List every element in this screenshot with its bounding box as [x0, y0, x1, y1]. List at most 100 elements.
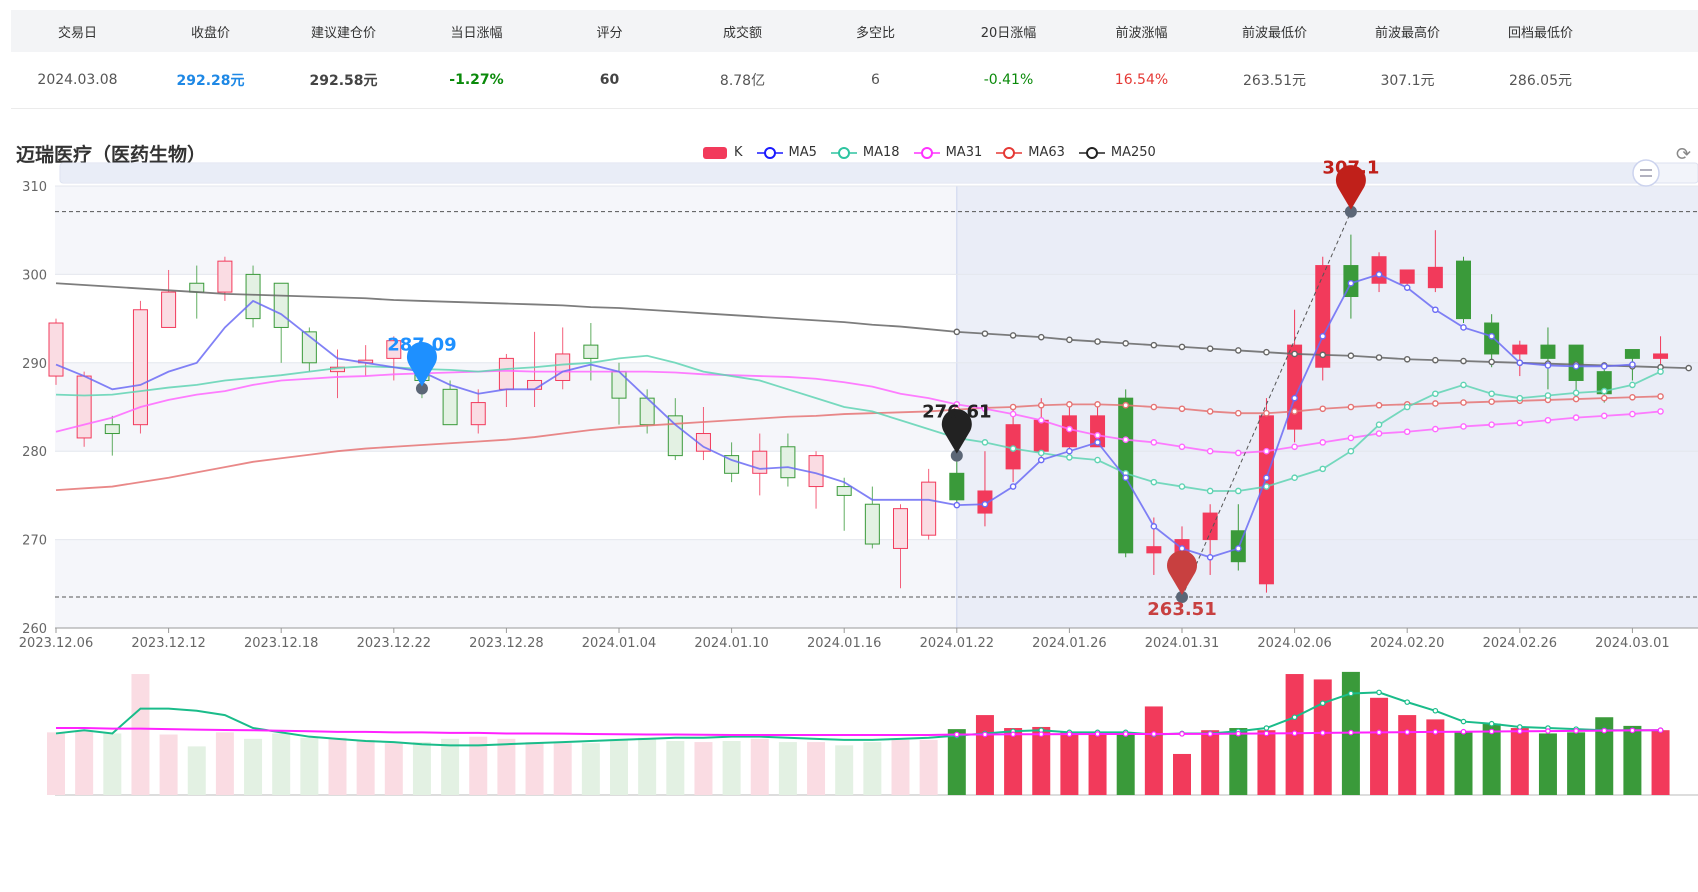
ma18-point	[1432, 390, 1439, 398]
ma5-point	[1291, 394, 1298, 402]
candle-body	[442, 388, 458, 426]
ma63-point	[1488, 398, 1495, 405]
ma63-point	[1009, 403, 1017, 411]
volume-bar	[300, 737, 319, 795]
ma5-point	[1122, 474, 1129, 482]
summary-value-6: 6	[871, 72, 880, 88]
ma18-point	[1600, 387, 1608, 395]
legend-item-ma5[interactable]: MA5	[756, 145, 817, 160]
ma63-point	[1066, 401, 1073, 408]
ma250-point	[1685, 364, 1692, 372]
volume-bar	[187, 746, 206, 795]
x-tick-label: 2024.01.04	[582, 636, 656, 651]
volume-ma-b-point	[1657, 727, 1664, 734]
ma63-point	[1263, 409, 1270, 417]
ma18-point	[1516, 394, 1524, 402]
volume-bar	[1173, 753, 1191, 795]
x-tick-label: 2023.12.28	[469, 636, 543, 651]
candle-body	[189, 282, 205, 293]
ma63-point	[1572, 395, 1580, 403]
ma63-point	[1347, 403, 1355, 411]
ma250-point	[1488, 358, 1495, 366]
ma31-point	[1066, 425, 1073, 433]
volume-ma-a-point	[1488, 720, 1495, 727]
ma31-point	[1572, 414, 1580, 421]
legend-item-ma18[interactable]: MA18	[830, 145, 900, 160]
volume-ma-b-point	[1263, 730, 1270, 737]
ma5-point	[1600, 363, 1608, 370]
ma18-point	[1460, 381, 1467, 389]
volume-bar	[1116, 732, 1135, 795]
candle-body	[1456, 260, 1471, 320]
volume-bar	[159, 734, 178, 795]
ma5-point	[1347, 279, 1355, 287]
highlight-region	[956, 186, 1698, 628]
summary-header-8: 前波涨幅	[1115, 25, 1168, 41]
summary-table: 交易日 收盘价 建议建仓价 当日涨幅 评分 成交额 多空比 20日涨幅 前波涨幅 前波最低价 前波最…	[11, 10, 1698, 109]
ma63-point	[1235, 409, 1242, 417]
ma31-point	[1347, 434, 1355, 442]
ma250-point	[1178, 343, 1186, 351]
ma5-point	[1460, 324, 1467, 331]
ma31-point	[1432, 425, 1439, 433]
summary-header-10: 前波最高价	[1374, 25, 1440, 41]
x-tick-label: 2024.02.20	[1370, 636, 1444, 651]
marker-dot	[1344, 205, 1357, 218]
volume-ma-b-point	[1488, 728, 1495, 735]
candle-body	[808, 455, 824, 488]
legend-item-ma31[interactable]: MA31	[913, 145, 983, 160]
ma18-point	[1037, 449, 1045, 457]
ma31-point	[1178, 443, 1186, 451]
ma250-point	[1403, 355, 1411, 363]
candle-body	[1427, 266, 1443, 289]
ma5-point	[1432, 306, 1439, 314]
volume-bar	[891, 739, 910, 795]
volume-ma-b-point	[1573, 728, 1579, 734]
volume-bar	[525, 742, 544, 795]
candle-body	[864, 503, 880, 545]
summary-header-3: 当日涨幅	[450, 25, 503, 41]
navigator-handle-icon	[1632, 159, 1660, 187]
candle-body	[273, 282, 289, 328]
ma31-point	[1263, 447, 1270, 455]
volume-bar	[975, 715, 994, 795]
x-tick-label: 2024.02.26	[1483, 636, 1557, 651]
ma18-point	[1235, 487, 1242, 495]
navigator-window	[60, 164, 1640, 182]
candle-body	[1090, 415, 1106, 448]
ma31-point	[1206, 447, 1214, 455]
ma5-point	[1403, 284, 1411, 291]
ma31-point	[1319, 439, 1327, 446]
volume-bar	[215, 732, 234, 795]
volume-ma-b-point	[1207, 731, 1213, 737]
volume-bar	[666, 741, 685, 795]
y-tick-label: 290	[22, 357, 47, 372]
pin-icon	[1335, 165, 1366, 210]
summary-header-11: 回档最低价	[1507, 25, 1573, 41]
candle-body	[1258, 415, 1274, 585]
annotation-label: 307.1	[1322, 158, 1379, 179]
volume-ma-b-point	[1094, 731, 1101, 737]
refresh-icon[interactable]: ⟳	[1676, 144, 1692, 165]
candle-body	[780, 446, 796, 479]
volume-ma-b-point	[1235, 730, 1242, 737]
ma63-point	[1319, 405, 1327, 413]
chart-legend: K MA5 MA18 MA31 MA63 MA250	[702, 145, 1156, 160]
volume-bar	[1144, 706, 1163, 795]
candle-body	[76, 375, 92, 439]
candle-body	[1146, 546, 1162, 554]
ma18-point	[1347, 447, 1355, 455]
legend-label: MA31	[945, 145, 983, 160]
ma63-point	[1150, 403, 1158, 411]
ma250-point	[1460, 357, 1467, 365]
ma31-point	[1488, 421, 1495, 428]
legend-item-ma63[interactable]: MA63	[996, 145, 1065, 160]
volume-ma-b-point	[1629, 727, 1636, 734]
volume-bar	[356, 739, 375, 795]
ma18-point	[1572, 389, 1580, 397]
volume-bar	[272, 733, 291, 795]
legend-item-ma250[interactable]: MA250	[1078, 145, 1156, 160]
legend-item-k[interactable]: K	[702, 145, 743, 160]
ma5-point	[1066, 447, 1073, 455]
ma18-point	[1657, 368, 1664, 375]
